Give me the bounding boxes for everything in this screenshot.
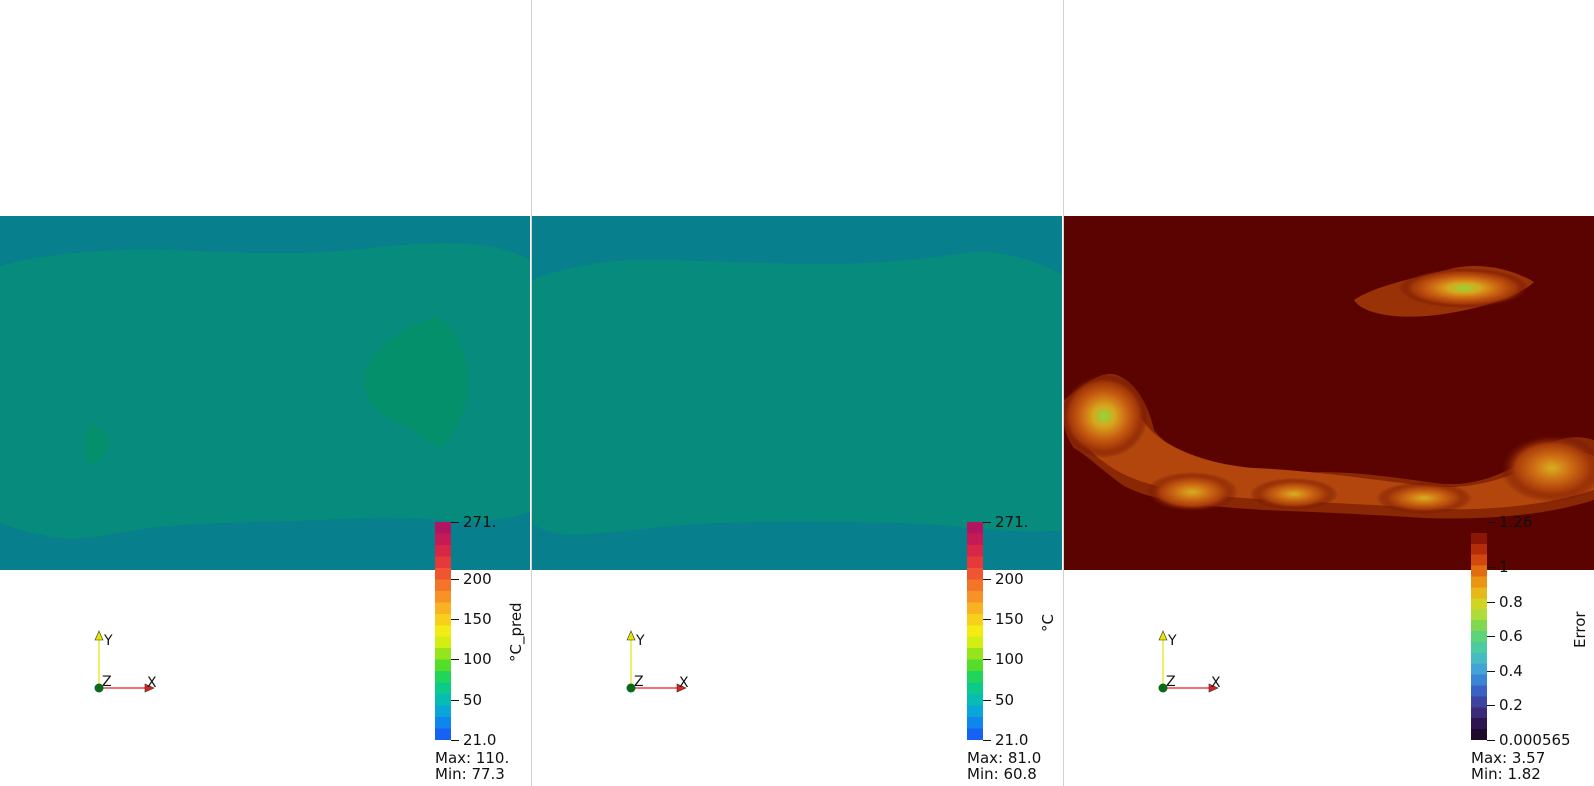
scalar-bar-tick-label: 150 [463,609,492,628]
scalar-bar-tick [451,740,459,741]
scalar-bar-tick [451,618,459,620]
axis-x-label: X [147,675,157,691]
range-readout-reference: Max: 81.0 Min: 60.8 [967,750,1041,782]
scalar-bar-tick [451,699,459,701]
min-label: Min: 60.8 [967,765,1037,783]
orientation-axes: Y X Z [626,630,689,693]
error-field[interactable] [1064,216,1594,570]
scalar-bar-tick [983,522,991,523]
scalar-bar-tick-label: 1.26 [1499,513,1533,531]
scalar-bar-tick-label: 200 [463,569,492,588]
max-label: Max: 81.0 [967,749,1042,767]
scalar-bar-tick [983,740,991,741]
scalar-bar-swatch [435,522,451,740]
axis-z-label: Z [634,674,644,690]
scalar-bar-swatch [1471,522,1487,740]
scalar-bar-tick [1487,601,1495,603]
scalar-bar-tick-label: 1 [1499,557,1509,576]
scalar-bar-title: Error [1571,611,1589,648]
axis-x-label: X [1211,675,1221,691]
scalar-bar-tick [451,522,459,523]
max-label: Max: 110. [435,749,510,767]
scalar-bar-tick-label: 150 [995,609,1024,628]
temperature-field-prediction[interactable] [0,216,530,570]
scalar-bar-tick-label: 50 [995,690,1015,709]
range-readout-prediction: Max: 110. Min: 77.3 [435,750,509,782]
scalar-bar-tick-label: 0.6 [1499,627,1523,646]
scalar-bar-tick [983,618,991,620]
render-view-reference[interactable]: Y X Z °C 271. 200 150 100 50 21.0 Max: 81.0 M… [532,0,1062,786]
scalar-bar-tick [983,578,991,580]
scalar-bar-tick-label: 271. [463,513,497,531]
scalar-bar-tick-label: 200 [995,569,1024,588]
scalar-bar-title: °C_pred [507,602,525,662]
orientation-axes: Y X Z [94,630,157,693]
axis-y-label: Y [103,633,113,649]
scalar-bar-tick [1487,566,1495,568]
max-label: Max: 3.57 [1471,749,1546,767]
scalar-bar-tick-label: 271. [995,513,1029,531]
scalar-bar-tick [451,659,459,661]
scalar-bar-tick [1487,740,1495,741]
scalar-bar-tick [1487,670,1495,672]
temperature-field-reference[interactable] [532,216,1062,570]
scalar-bar-tick [1487,522,1495,523]
axis-z-label: Z [102,674,112,690]
pane-divider[interactable] [1063,0,1064,786]
axis-y-label: Y [635,633,645,649]
axis-x-label: X [679,675,689,691]
scalar-bar-swatch [967,522,983,740]
scalar-bar-tick [1487,636,1495,638]
scalar-bar-tick-label: 21.0 [463,731,497,749]
scalar-bar-tick-label: 0.2 [1499,696,1523,715]
scalar-bar-tick [983,699,991,701]
scalar-bar-tick [1487,705,1495,707]
scalar-bar-tick-label: 0.000565 [1499,731,1571,749]
scalar-bar-tick [451,578,459,580]
scalar-bar-tick-label: 100 [463,650,492,669]
render-view-prediction[interactable]: Y X Z °C_pred 271. 200 150 100 50 21.0 Max: 1… [0,0,530,786]
axis-z-label: Z [1166,674,1176,690]
scalar-bar-tick-label: 21.0 [995,731,1029,749]
pane-divider[interactable] [531,0,532,786]
scalar-bar-tick-label: 0.8 [1499,592,1523,611]
scalar-bar-title: °C [1039,614,1057,632]
render-view-error[interactable]: Y X Z Error 1.26 1 0.8 0.6 0.4 0.2 0.000565 Ma… [1064,0,1594,786]
scalar-bar-tick [983,659,991,661]
axis-y-label: Y [1167,633,1177,649]
scalar-bar-tick-label: 0.4 [1499,661,1523,680]
min-label: Min: 1.82 [1471,765,1541,783]
scalar-bar-tick-label: 100 [995,650,1024,669]
range-readout-error: Max: 3.57 Min: 1.82 [1471,750,1545,782]
orientation-axes: Y X Z [1158,630,1221,693]
min-label: Min: 77.3 [435,765,505,783]
scalar-bar-tick-label: 50 [463,690,483,709]
